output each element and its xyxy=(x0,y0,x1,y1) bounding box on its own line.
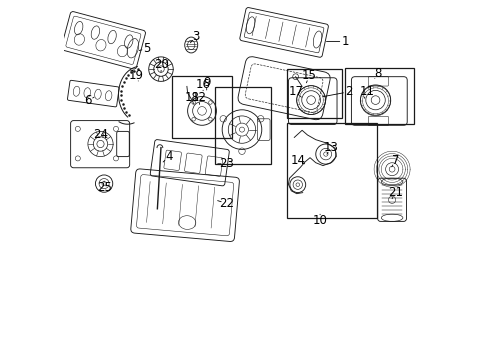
Text: 15: 15 xyxy=(301,69,316,82)
Polygon shape xyxy=(265,19,269,39)
Bar xyxy=(286,69,341,118)
Text: 17: 17 xyxy=(288,85,303,98)
Text: 6: 6 xyxy=(84,94,91,107)
Polygon shape xyxy=(278,22,283,42)
Polygon shape xyxy=(146,181,150,222)
Bar xyxy=(344,68,413,124)
Text: 18: 18 xyxy=(184,91,199,104)
Polygon shape xyxy=(251,16,256,36)
Bar xyxy=(215,87,271,164)
Text: 5: 5 xyxy=(143,42,151,55)
Text: 19: 19 xyxy=(129,69,143,82)
Text: 9: 9 xyxy=(203,76,210,89)
Text: 8: 8 xyxy=(373,67,381,80)
Text: 22: 22 xyxy=(219,197,234,210)
Bar xyxy=(172,76,231,138)
Text: 10: 10 xyxy=(312,214,327,227)
Text: 1: 1 xyxy=(341,35,348,48)
Text: 2: 2 xyxy=(345,85,352,98)
Text: 7: 7 xyxy=(391,154,399,167)
Polygon shape xyxy=(195,186,198,227)
Text: 20: 20 xyxy=(154,58,169,71)
Text: 12: 12 xyxy=(192,91,206,104)
Text: 11: 11 xyxy=(359,85,374,98)
Text: 14: 14 xyxy=(290,154,305,167)
Text: 23: 23 xyxy=(219,157,233,170)
Polygon shape xyxy=(211,187,214,228)
Text: 25: 25 xyxy=(97,181,111,194)
Text: 24: 24 xyxy=(93,129,108,141)
Polygon shape xyxy=(305,28,309,47)
Text: 4: 4 xyxy=(165,150,172,163)
Text: 3: 3 xyxy=(192,30,199,42)
Polygon shape xyxy=(163,183,166,224)
Text: 21: 21 xyxy=(387,186,403,199)
Text: 16: 16 xyxy=(195,78,210,91)
Polygon shape xyxy=(292,25,296,44)
Polygon shape xyxy=(179,184,182,225)
Bar xyxy=(286,123,376,218)
Text: 13: 13 xyxy=(323,141,338,154)
